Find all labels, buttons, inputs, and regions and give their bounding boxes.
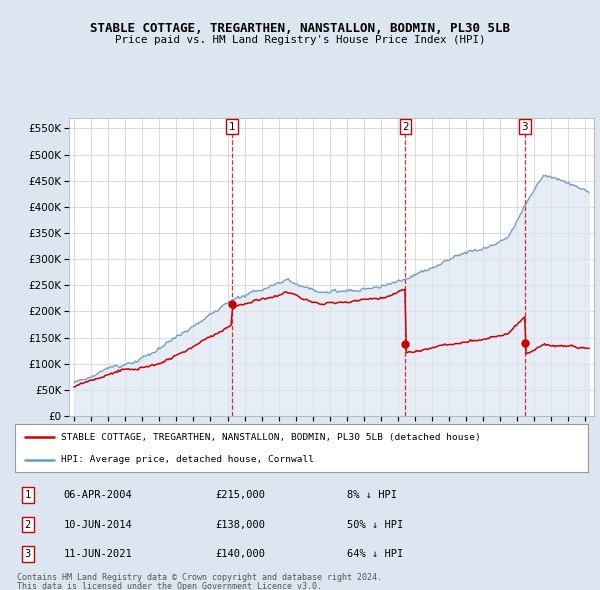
Text: £140,000: £140,000: [215, 549, 266, 559]
Text: 3: 3: [521, 122, 528, 132]
Text: Price paid vs. HM Land Registry's House Price Index (HPI): Price paid vs. HM Land Registry's House …: [115, 35, 485, 45]
Text: 64% ↓ HPI: 64% ↓ HPI: [347, 549, 404, 559]
Text: This data is licensed under the Open Government Licence v3.0.: This data is licensed under the Open Gov…: [17, 582, 322, 590]
Text: 3: 3: [25, 549, 31, 559]
Text: 11-JUN-2021: 11-JUN-2021: [64, 549, 133, 559]
Text: STABLE COTTAGE, TREGARTHEN, NANSTALLON, BODMIN, PL30 5LB (detached house): STABLE COTTAGE, TREGARTHEN, NANSTALLON, …: [61, 432, 481, 442]
Text: HPI: Average price, detached house, Cornwall: HPI: Average price, detached house, Corn…: [61, 455, 314, 464]
Text: 1: 1: [229, 122, 235, 132]
Text: Contains HM Land Registry data © Crown copyright and database right 2024.: Contains HM Land Registry data © Crown c…: [17, 573, 382, 582]
Text: 2: 2: [402, 122, 409, 132]
Text: 50% ↓ HPI: 50% ↓ HPI: [347, 520, 404, 529]
Text: £138,000: £138,000: [215, 520, 266, 529]
Text: 8% ↓ HPI: 8% ↓ HPI: [347, 490, 397, 500]
Text: STABLE COTTAGE, TREGARTHEN, NANSTALLON, BODMIN, PL30 5LB: STABLE COTTAGE, TREGARTHEN, NANSTALLON, …: [90, 22, 510, 35]
Text: 1: 1: [25, 490, 31, 500]
Text: 10-JUN-2014: 10-JUN-2014: [64, 520, 133, 529]
Text: 2: 2: [25, 520, 31, 529]
Text: £215,000: £215,000: [215, 490, 266, 500]
Text: 06-APR-2004: 06-APR-2004: [64, 490, 133, 500]
